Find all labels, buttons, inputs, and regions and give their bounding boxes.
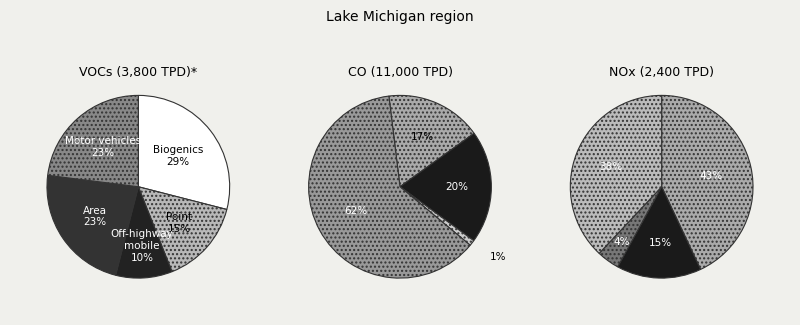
Text: 62%: 62% xyxy=(344,206,367,216)
Text: 4%: 4% xyxy=(613,237,630,247)
Wedge shape xyxy=(662,96,753,269)
Title: CO (11,000 TPD): CO (11,000 TPD) xyxy=(347,66,453,79)
Text: 17%: 17% xyxy=(410,132,434,141)
Text: Off-highway
mobile
10%: Off-highway mobile 10% xyxy=(110,229,174,263)
Text: Point
15%: Point 15% xyxy=(166,212,193,234)
Text: 20%: 20% xyxy=(445,182,468,192)
Text: 38%: 38% xyxy=(599,162,622,172)
Text: 43%: 43% xyxy=(699,171,722,181)
Text: Area
23%: Area 23% xyxy=(82,206,106,227)
Wedge shape xyxy=(48,96,138,187)
Wedge shape xyxy=(389,96,474,187)
Wedge shape xyxy=(400,133,491,241)
Text: Biogenics
29%: Biogenics 29% xyxy=(153,145,203,167)
Title: VOCs (3,800 TPD)*: VOCs (3,800 TPD)* xyxy=(79,66,198,79)
Wedge shape xyxy=(309,96,470,278)
Wedge shape xyxy=(138,96,230,210)
Title: NOx (2,400 TPD): NOx (2,400 TPD) xyxy=(609,66,714,79)
Text: 15%: 15% xyxy=(648,238,671,248)
Text: 1%: 1% xyxy=(490,252,506,262)
Wedge shape xyxy=(570,96,662,254)
Text: Motor vehicles
23%: Motor vehicles 23% xyxy=(66,136,142,158)
Wedge shape xyxy=(138,187,227,272)
Wedge shape xyxy=(400,187,474,245)
Wedge shape xyxy=(599,187,662,267)
Wedge shape xyxy=(47,175,138,275)
Wedge shape xyxy=(116,187,172,278)
Wedge shape xyxy=(618,187,701,278)
Text: Lake Michigan region: Lake Michigan region xyxy=(326,10,474,24)
